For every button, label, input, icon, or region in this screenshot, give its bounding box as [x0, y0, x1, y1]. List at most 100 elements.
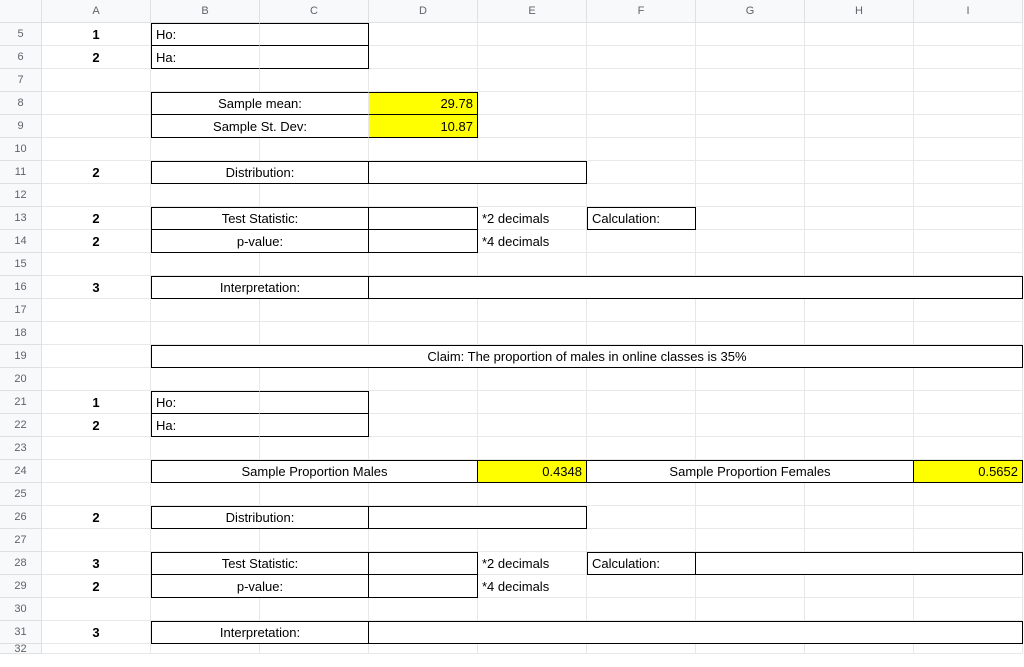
row-header[interactable]: 21	[0, 391, 42, 414]
cell[interactable]	[369, 230, 478, 253]
cell-calculation-label[interactable]: Calculation:	[587, 552, 696, 575]
cell[interactable]	[805, 253, 914, 276]
cell[interactable]	[587, 598, 696, 621]
row-header[interactable]: 28	[0, 552, 42, 575]
cell[interactable]	[914, 391, 1023, 414]
cell[interactable]	[696, 506, 805, 529]
cell[interactable]	[151, 598, 260, 621]
cell[interactable]	[369, 483, 478, 506]
cell[interactable]	[151, 529, 260, 552]
cell-calculation-label[interactable]: Calculation:	[587, 207, 696, 230]
row-header[interactable]: 11	[0, 161, 42, 184]
row-header[interactable]: 7	[0, 69, 42, 92]
cell[interactable]	[151, 368, 260, 391]
row-header[interactable]: 9	[0, 115, 42, 138]
cell[interactable]	[42, 184, 151, 207]
cell[interactable]	[587, 115, 696, 138]
cell[interactable]	[478, 299, 587, 322]
cell[interactable]	[260, 46, 369, 69]
col-header[interactable]: B	[151, 0, 260, 23]
cell[interactable]	[587, 184, 696, 207]
cell[interactable]	[478, 437, 587, 460]
cell[interactable]	[805, 368, 914, 391]
row-header[interactable]: 20	[0, 368, 42, 391]
col-header[interactable]: H	[805, 0, 914, 23]
cell[interactable]: Ha:	[151, 414, 260, 437]
cell[interactable]	[42, 92, 151, 115]
cell[interactable]	[587, 391, 696, 414]
cell[interactable]	[260, 69, 369, 92]
cell[interactable]	[696, 69, 805, 92]
cell[interactable]	[805, 161, 914, 184]
cell[interactable]	[696, 529, 805, 552]
cell[interactable]	[914, 161, 1023, 184]
cell[interactable]: 2	[42, 46, 151, 69]
cell[interactable]	[42, 483, 151, 506]
cell[interactable]	[696, 414, 805, 437]
cell[interactable]	[369, 299, 478, 322]
row-header[interactable]: 13	[0, 207, 42, 230]
cell[interactable]	[805, 644, 914, 654]
cell[interactable]	[478, 644, 587, 654]
cell[interactable]	[42, 138, 151, 161]
cell[interactable]	[587, 161, 696, 184]
col-header[interactable]: C	[260, 0, 369, 23]
cell[interactable]	[914, 69, 1023, 92]
cell[interactable]	[914, 46, 1023, 69]
cell-interpretation-label[interactable]: Interpretation:	[151, 621, 369, 644]
cell[interactable]	[696, 138, 805, 161]
cell[interactable]	[696, 437, 805, 460]
cell-4dec-note[interactable]: *4 decimals	[478, 575, 587, 598]
cell[interactable]	[914, 230, 1023, 253]
cell[interactable]: 3	[42, 552, 151, 575]
cell[interactable]	[369, 322, 478, 345]
cell[interactable]	[478, 46, 587, 69]
cell[interactable]	[805, 230, 914, 253]
cell[interactable]	[478, 598, 587, 621]
cell[interactable]	[914, 207, 1023, 230]
cell[interactable]	[696, 46, 805, 69]
cell[interactable]	[914, 92, 1023, 115]
spreadsheet-grid[interactable]: A B C D E F G H I 5 1 Ho: 6 2 Ha: 7 8 Sa…	[0, 0, 1024, 667]
cell[interactable]	[696, 115, 805, 138]
cell[interactable]	[478, 391, 587, 414]
cell[interactable]: 2	[42, 230, 151, 253]
row-header[interactable]: 31	[0, 621, 42, 644]
cell-test-stat-label[interactable]: Test Statistic:	[151, 552, 369, 575]
cell[interactable]	[151, 253, 260, 276]
cell[interactable]: 1	[42, 391, 151, 414]
cell[interactable]: 2	[42, 161, 151, 184]
cell[interactable]	[42, 115, 151, 138]
cell[interactable]	[42, 345, 151, 368]
cell[interactable]	[478, 322, 587, 345]
cell[interactable]	[42, 437, 151, 460]
cell[interactable]	[914, 23, 1023, 46]
cell[interactable]	[587, 23, 696, 46]
cell[interactable]	[696, 23, 805, 46]
row-header[interactable]: 18	[0, 322, 42, 345]
col-header[interactable]: F	[587, 0, 696, 23]
cell[interactable]	[260, 322, 369, 345]
cell[interactable]	[260, 414, 369, 437]
cell[interactable]	[914, 529, 1023, 552]
cell[interactable]	[587, 69, 696, 92]
cell[interactable]	[478, 184, 587, 207]
cell[interactable]	[696, 161, 805, 184]
cell[interactable]	[42, 368, 151, 391]
cell[interactable]	[914, 184, 1023, 207]
cell[interactable]	[914, 115, 1023, 138]
cell[interactable]	[42, 529, 151, 552]
cell[interactable]	[587, 575, 696, 598]
cell[interactable]	[914, 437, 1023, 460]
cell[interactable]: 2	[42, 207, 151, 230]
cell[interactable]	[587, 253, 696, 276]
cell[interactable]	[369, 207, 478, 230]
cell[interactable]	[805, 322, 914, 345]
row-header[interactable]: 5	[0, 23, 42, 46]
col-header[interactable]: E	[478, 0, 587, 23]
cell[interactable]: 2	[42, 506, 151, 529]
cell[interactable]	[151, 299, 260, 322]
cell[interactable]	[587, 322, 696, 345]
row-header[interactable]: 17	[0, 299, 42, 322]
cell[interactable]	[478, 368, 587, 391]
